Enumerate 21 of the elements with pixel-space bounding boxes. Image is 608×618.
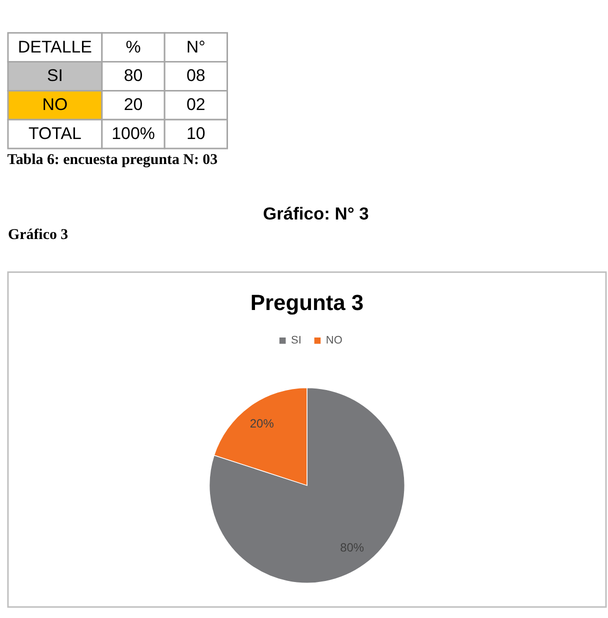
y-tick-label: NO bbox=[42, 95, 68, 114]
chart-title: Pregunta 3 bbox=[250, 290, 364, 315]
data-label: 10 bbox=[186, 124, 206, 144]
data-label: 20% bbox=[250, 416, 274, 430]
y-tick-label: TOTAL bbox=[28, 124, 82, 144]
x-tick-label: % bbox=[126, 37, 141, 56]
text: Gráfico: N° 3 bbox=[263, 203, 370, 224]
legend-label: NO bbox=[326, 334, 342, 347]
y-tick-label: SI bbox=[46, 66, 63, 86]
data-label: 80% bbox=[340, 540, 364, 554]
pie-slice bbox=[209, 387, 406, 584]
data-label: 02 bbox=[186, 95, 206, 114]
text: Tabla 6: encuesta pregunta N: 03 bbox=[7, 152, 218, 168]
x-tick-label: N° bbox=[186, 37, 206, 56]
data-label: 20 bbox=[124, 95, 143, 114]
data-label: 08 bbox=[186, 66, 206, 86]
y-axis-title: DETALLE bbox=[18, 37, 92, 56]
legend-label: SI bbox=[291, 334, 302, 347]
data-label: 100% bbox=[112, 124, 155, 144]
text: Gráfico 3 bbox=[8, 227, 68, 244]
data-label: 80 bbox=[124, 66, 143, 86]
